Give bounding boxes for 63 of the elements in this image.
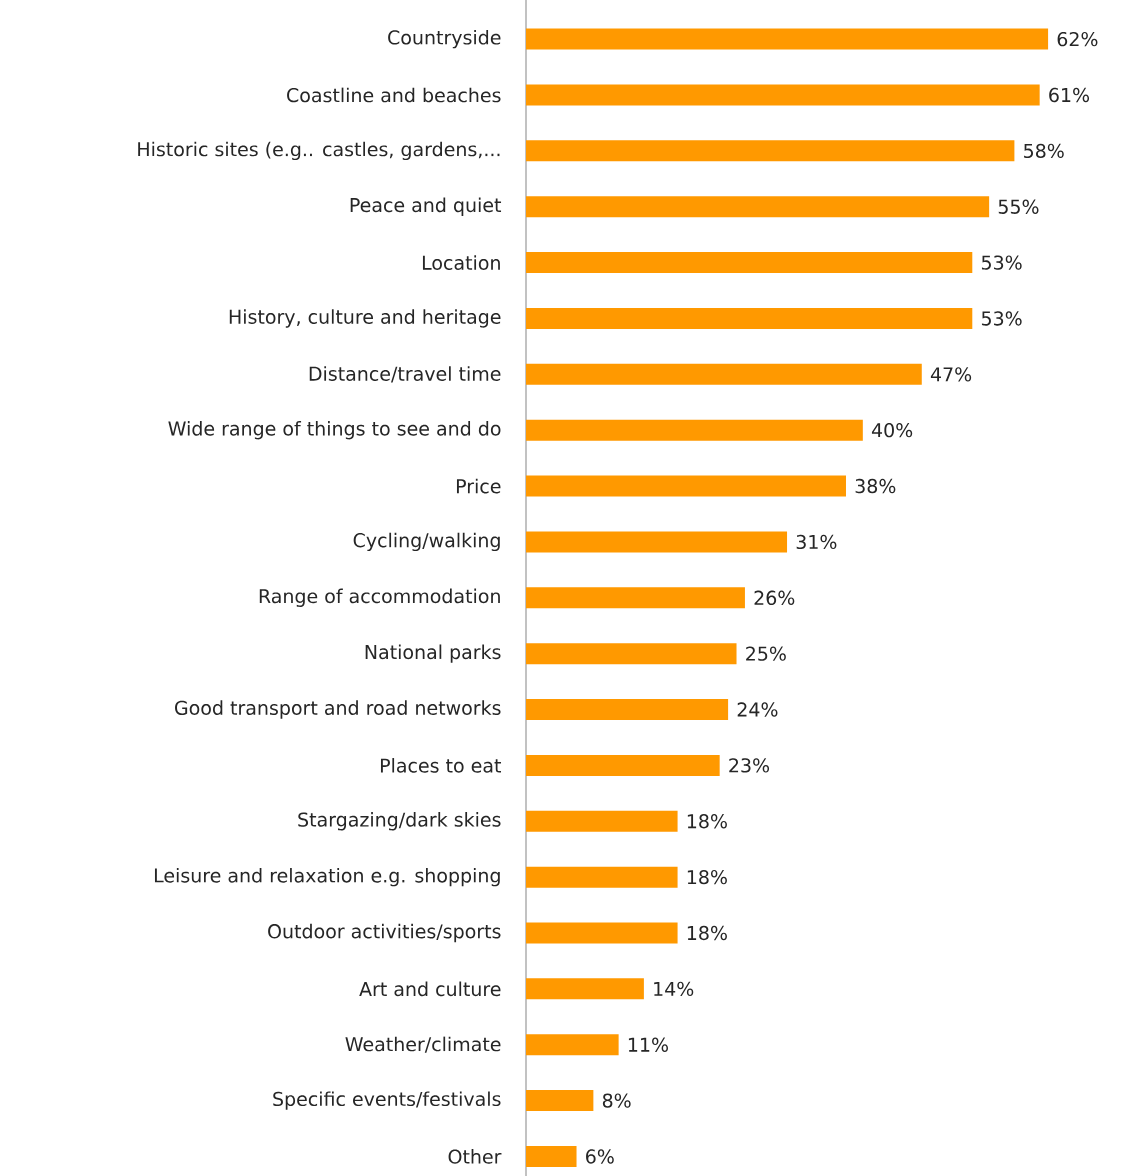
data-label: 58% [1024, 143, 1064, 159]
bar [526, 587, 745, 609]
y-tick-label: Good transport and road networks [175, 700, 501, 719]
bar [526, 140, 1015, 162]
data-label: 14% [654, 981, 694, 997]
y-tick-label: History, culture and heritage [229, 309, 501, 328]
bar [526, 419, 863, 441]
y-tick-label: Other [448, 1149, 502, 1164]
y-tick-label: Price [456, 478, 501, 494]
data-label: 53% [981, 255, 1022, 270]
bar [526, 699, 729, 721]
bar [526, 84, 1040, 106]
data-label: 18% [687, 869, 727, 885]
y-tick-label: Coastline and beaches [287, 87, 501, 103]
y-tick-label: Countryside [388, 29, 501, 49]
y-tick-label: Stargazing/dark skies [298, 812, 501, 831]
bar [526, 643, 737, 665]
bar [526, 754, 720, 776]
bar [526, 531, 788, 553]
bar [526, 307, 973, 329]
bar [526, 363, 922, 385]
y-tick-label: Peace and quiet [350, 197, 502, 216]
y-tick-label: Historic sites (e.g.. castles, gardens,... [138, 141, 500, 161]
bar [526, 28, 1049, 50]
data-label: 18% [687, 814, 727, 829]
y-tick-label: Art and culture [359, 981, 501, 997]
y-tick-label: Cycling/walking [353, 532, 500, 552]
data-label: 6% [586, 1149, 614, 1164]
data-label: 25% [746, 646, 786, 661]
data-label: 31% [796, 534, 837, 550]
bar [526, 196, 990, 218]
data-label: 23% [729, 758, 770, 773]
y-tick-label: Outdoor activities/sports [268, 923, 501, 943]
y-tick-label: Weather/climate [345, 1036, 501, 1053]
bar [526, 810, 678, 832]
y-tick-label: Specific events/festivals [273, 1091, 501, 1110]
bar [526, 1145, 577, 1167]
data-label: 53% [981, 311, 1022, 326]
data-label: 26% [754, 590, 795, 605]
data-label: 55% [998, 199, 1039, 214]
bar [526, 922, 678, 944]
data-label: 24% [737, 702, 778, 717]
data-label: 8% [602, 1093, 631, 1108]
y-tick-label: Places to eat [380, 758, 502, 773]
y-tick-label: Leisure and relaxation e.g. shopping [154, 867, 500, 887]
y-tick-label: Location [422, 255, 500, 270]
data-label: 47% [930, 367, 972, 382]
data-label: 11% [628, 1037, 668, 1052]
bar [526, 866, 678, 888]
y-tick-label: Wide range of things to see and do [168, 420, 501, 440]
data-label: 40% [871, 422, 913, 438]
bar [526, 978, 644, 1000]
data-label: 61% [1049, 87, 1090, 103]
bar [526, 1090, 594, 1112]
data-label: 38% [855, 478, 896, 494]
data-label: 62% [1057, 31, 1098, 47]
data-label: 18% [687, 925, 727, 941]
bar [526, 1034, 619, 1056]
y-tick-label: Range of accommodation [259, 588, 500, 607]
bar [526, 252, 973, 274]
bar [526, 475, 846, 497]
y-tick-label: Distance/travel time [309, 366, 501, 383]
y-tick-label: National parks [365, 644, 501, 663]
